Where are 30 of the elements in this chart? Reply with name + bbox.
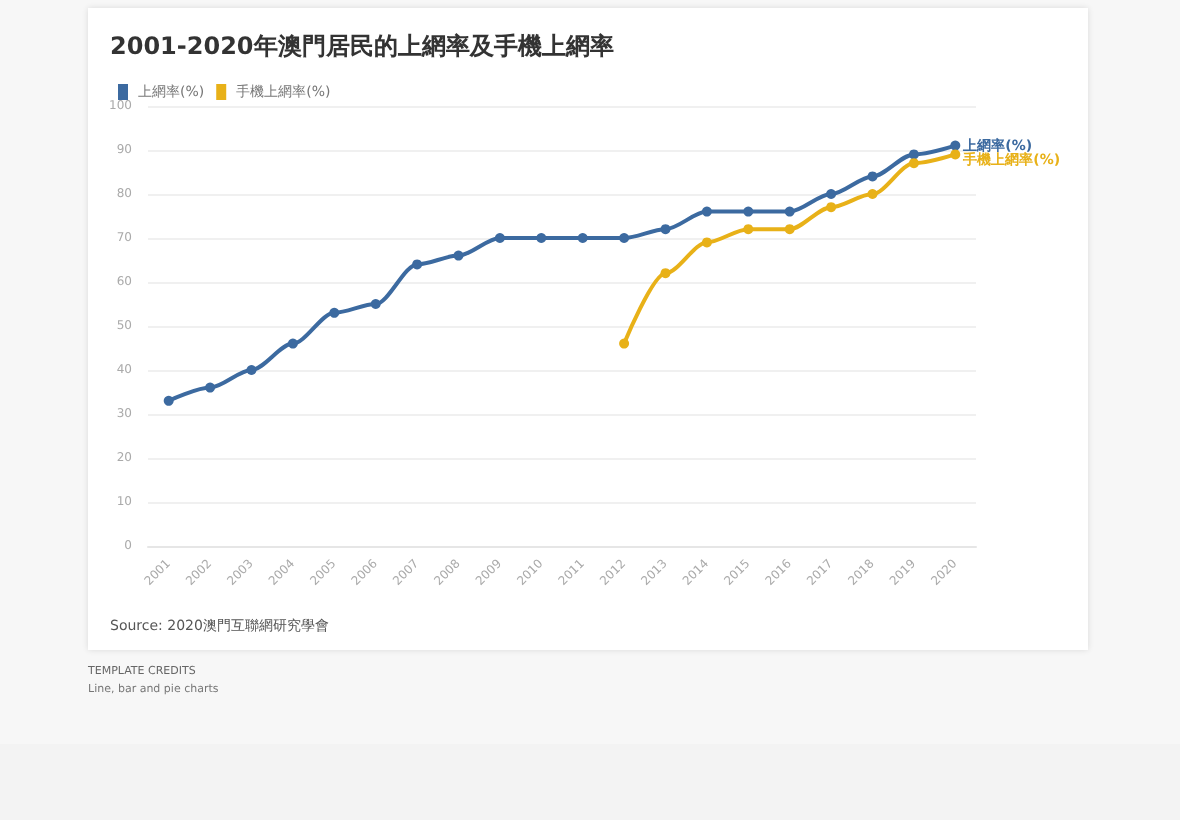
point [743,206,754,217]
point [205,382,216,393]
point [867,171,878,182]
point [908,158,919,169]
point [867,189,878,199]
point [743,224,754,235]
point [701,206,712,217]
point [660,268,671,279]
point [950,149,961,160]
point [784,206,795,217]
point [494,233,505,243]
point [826,202,837,213]
chart-title: 2001-2020年澳門居民的上網率及手機上網率 [110,30,614,64]
point [329,307,340,318]
point [287,338,298,349]
point [908,149,919,160]
point [701,237,712,248]
point [577,233,588,243]
point [784,224,795,235]
point [246,365,257,375]
point [453,250,464,261]
point [412,259,423,270]
point [370,299,381,309]
point [660,224,671,235]
point [950,140,961,151]
point [536,233,547,243]
point [619,233,630,243]
point [163,395,174,406]
point [619,338,630,349]
point [826,189,837,199]
